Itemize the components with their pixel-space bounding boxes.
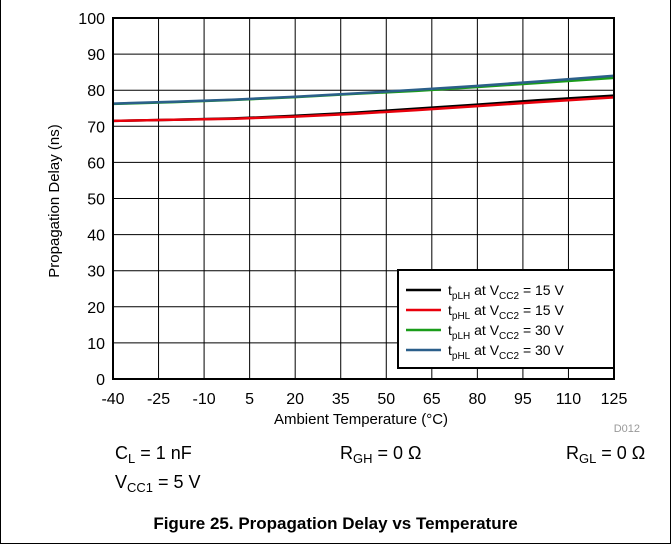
y-axis-label: Propagation Delay (ns): [46, 124, 63, 277]
condition-vcc1-subscript: CC1: [127, 479, 153, 495]
condition-vcc1-symbol: V: [115, 472, 128, 492]
condition-rgl-value: = 0 Ω: [596, 443, 646, 463]
x-tick-label: 95: [514, 391, 532, 408]
y-tick-label: 30: [87, 264, 105, 281]
y-tick-labels: 0 10 20 30 40 50 60 70 80 90 100: [78, 11, 105, 389]
y-tick-label: 70: [87, 119, 105, 136]
condition-cl-symbol: C: [115, 443, 128, 463]
y-tick-label: 10: [87, 336, 105, 353]
y-tick-label: 0: [96, 372, 105, 389]
x-tick-label: -10: [193, 391, 216, 408]
legend-label-4: tpHL at VCC2 = 30 V: [448, 342, 564, 362]
series-lines: [112, 74, 615, 123]
x-axis-label: Ambient Temperature (°C): [274, 411, 448, 428]
x-tick-label: 20: [286, 391, 304, 408]
series-line-4: [112, 74, 615, 105]
legend-label-3: tpLH at VCC2 = 30 V: [448, 322, 564, 342]
legend-box: [397, 269, 615, 369]
condition-cl-value: = 1 nF: [135, 443, 192, 463]
series-line-1: [112, 94, 615, 123]
y-tick-label: 20: [87, 300, 105, 317]
legend-label-2: tpHL at VCC2 = 15 V: [448, 302, 564, 322]
plot-area-border: [112, 17, 615, 380]
x-tick-label: 35: [332, 391, 350, 408]
x-tick-label: -25: [147, 391, 170, 408]
y-tick-label: 90: [87, 47, 105, 64]
condition-cl-subscript: L: [128, 450, 136, 466]
condition-rgh: RGH = 0 Ω: [340, 443, 421, 466]
y-tick-label: 40: [87, 228, 105, 245]
x-tick-labels: -40 -25 -10 5 20 35 50 65 80 95 110 125: [101, 391, 627, 408]
condition-rgl-symbol: R: [566, 443, 579, 463]
condition-rgh-value: = 0 Ω: [372, 443, 422, 463]
x-tick-label: 125: [601, 391, 628, 408]
condition-vcc1-value: = 5 V: [152, 472, 201, 492]
x-tick-label: 5: [245, 391, 254, 408]
condition-rgl-subscript: GL: [579, 450, 597, 466]
x-tick-label: -40: [101, 391, 124, 408]
figure-caption: Figure 25. Propagation Delay vs Temperat…: [153, 514, 518, 533]
condition-rgh-subscript: GH: [353, 450, 373, 466]
y-tick-label: 50: [87, 192, 105, 209]
propagation-delay-chart: -40 -25 -10 5 20 35 50 65 80 95 110 125 0 10 20 30 40 50…: [46, 11, 640, 435]
condition-vcc1: VCC1 = 5 V: [115, 472, 200, 495]
figure-id: D012: [614, 423, 640, 435]
x-tick-label: 110: [556, 391, 582, 408]
y-tick-label: 60: [87, 155, 105, 172]
condition-rgl: RGL = 0 Ω: [566, 443, 645, 466]
condition-cl: CL = 1 nF: [115, 443, 192, 466]
y-tick-label: 100: [78, 11, 105, 28]
condition-rgh-symbol: R: [340, 443, 353, 463]
series-line-2: [112, 96, 615, 123]
y-tick-label: 80: [87, 83, 105, 100]
x-tick-label: 50: [377, 391, 395, 408]
legend-label-1: tpLH at VCC2 = 15 V: [448, 282, 564, 302]
x-tick-label: 80: [468, 391, 486, 408]
x-tick-label: 65: [423, 391, 441, 408]
